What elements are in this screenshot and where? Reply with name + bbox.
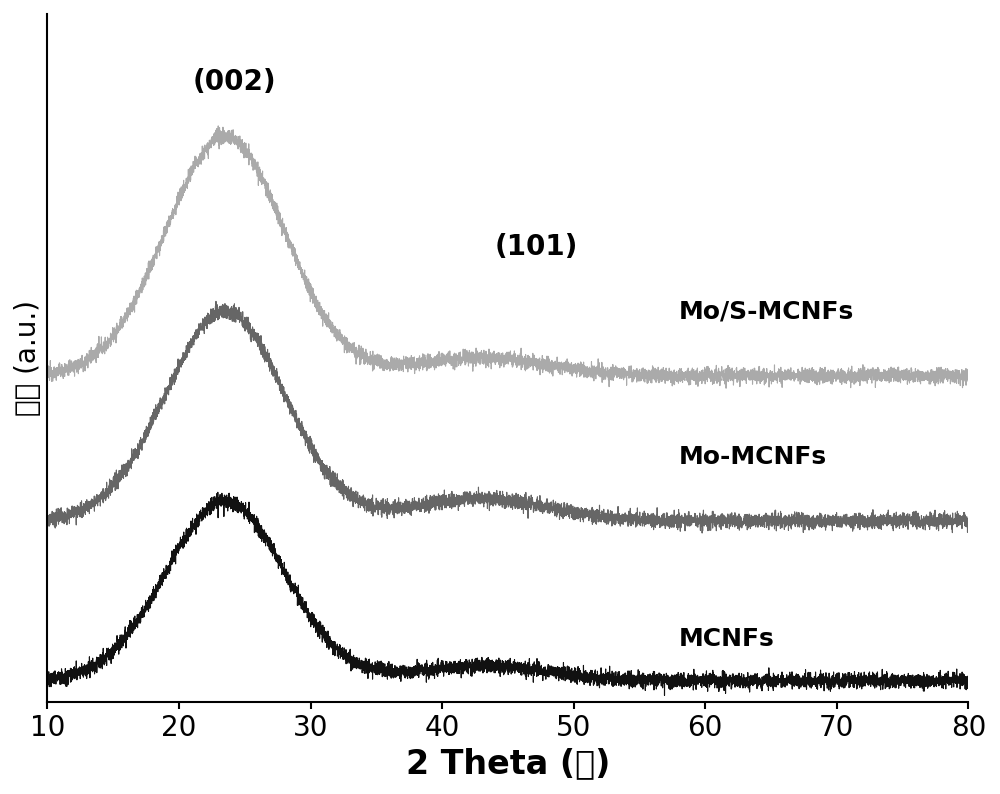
Text: Mo-MCNFs: Mo-MCNFs	[679, 445, 827, 468]
Text: Mo/S-MCNFs: Mo/S-MCNFs	[679, 299, 854, 323]
Text: (002): (002)	[192, 68, 276, 96]
Text: (101): (101)	[495, 233, 578, 260]
Y-axis label: 强度 (a.u.): 强度 (a.u.)	[14, 300, 42, 416]
Text: MCNFs: MCNFs	[679, 626, 775, 650]
X-axis label: 2 Theta (度): 2 Theta (度)	[406, 747, 610, 781]
